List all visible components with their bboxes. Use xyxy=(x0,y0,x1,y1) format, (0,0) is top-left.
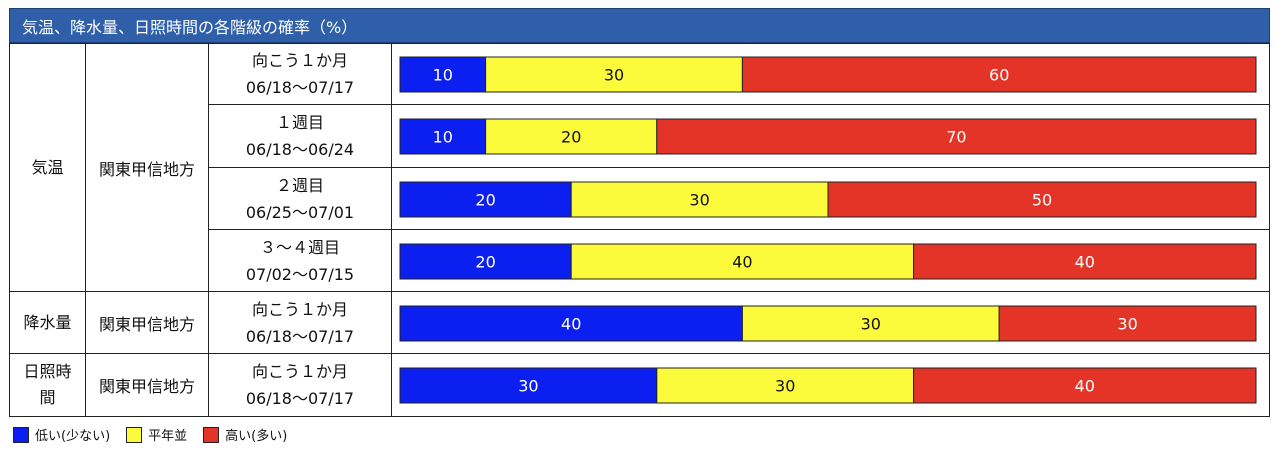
bar-label-normal: 30 xyxy=(861,314,881,333)
bar-segment-high xyxy=(913,367,1257,403)
bar-label-low: 40 xyxy=(561,314,581,333)
panel-title: 気温、降水量、日照時間の各階級の確率（%） xyxy=(9,8,1270,43)
table-row: １週目 06/18〜06/24 10 20 70 xyxy=(10,104,1270,168)
stacked-bar: 20 30 50 xyxy=(399,181,1257,217)
bar-segment-normal xyxy=(656,367,915,403)
bar-segment-high xyxy=(998,305,1257,341)
bar-segment-normal xyxy=(570,243,915,279)
period-label: ２週目 xyxy=(275,175,324,195)
bar-segment-low xyxy=(399,181,572,217)
bar-label-high: 50 xyxy=(1032,190,1052,209)
period-label: 向こう１か月 xyxy=(251,362,348,381)
bar-segment-low xyxy=(399,56,487,92)
period-dates: 06/25〜07/01 xyxy=(245,202,355,222)
element-label: 日照時 間 xyxy=(23,362,72,407)
region-cell: 関東甲信地方 xyxy=(85,291,209,354)
legend-swatch-low xyxy=(13,426,29,443)
bar-label-low: 10 xyxy=(433,127,453,146)
bar-segment-high xyxy=(741,56,1257,92)
bar-cell: 30 30 40 xyxy=(391,353,1270,417)
bar-segment-low xyxy=(399,305,743,341)
bar-cell: 10 30 60 xyxy=(391,43,1270,105)
period-label: １週目 xyxy=(275,113,324,132)
period-dates: 07/02〜07/15 xyxy=(245,264,355,284)
period-dates: 06/18〜06/24 xyxy=(245,140,355,159)
element-cell: 気温 xyxy=(9,43,86,292)
stacked-bar: 10 30 60 xyxy=(399,56,1257,92)
stacked-bar: 40 30 30 xyxy=(399,305,1257,341)
bar-cell: 10 20 70 xyxy=(391,104,1270,168)
element-label: 降水量 xyxy=(23,312,72,332)
bar-label-high: 70 xyxy=(946,127,966,146)
bar-cell: 20 30 50 xyxy=(391,167,1270,230)
legend-label-high: 高い(多い) xyxy=(225,429,288,444)
table-row: 降水量 関東甲信地方 向こう１か月 06/18〜07/17 40 30 30 xyxy=(9,291,1270,354)
bar-label-low: 20 xyxy=(475,252,495,271)
period-cell: １週目 06/18〜06/24 xyxy=(208,104,392,168)
table-row: ３〜４週目 07/02〜07/15 20 40 40 xyxy=(10,229,1270,292)
period-cell: 向こう１か月 06/18〜07/17 xyxy=(208,353,392,417)
table-row: ２週目 06/25〜07/01 20 30 50 xyxy=(10,167,1270,230)
legend-item-high: 高い(多い) xyxy=(203,425,287,444)
legend-swatch-high xyxy=(203,426,220,443)
region-label: 関東甲信地方 xyxy=(98,314,195,334)
period-label: ３〜４週目 xyxy=(259,237,340,257)
bar-label-normal: 40 xyxy=(732,252,752,271)
bar-label-normal: 30 xyxy=(775,376,795,395)
period-label: 向こう１か月 xyxy=(251,299,348,319)
stacked-bar: 10 20 70 xyxy=(399,118,1257,154)
bar-label-high: 60 xyxy=(989,65,1009,84)
element-cell: 日照時 間 xyxy=(9,353,86,417)
legend-label-normal: 平年並 xyxy=(148,429,188,444)
period-dates: 06/18〜07/17 xyxy=(245,78,355,97)
bar-segment-high xyxy=(913,243,1257,279)
bar-segment-low xyxy=(399,118,487,154)
region-label: 関東甲信地方 xyxy=(98,159,195,179)
period-cell: ３〜４週目 07/02〜07/15 xyxy=(208,229,392,292)
bar-segment-high xyxy=(827,181,1257,217)
bar-label-high: 40 xyxy=(1075,252,1095,271)
legend-swatch-normal xyxy=(126,426,143,443)
element-label: 気温 xyxy=(31,157,64,177)
bar-label-low: 20 xyxy=(475,190,495,209)
bar-segment-normal xyxy=(485,56,743,92)
forecast-panel: 気温、降水量、日照時間の各階級の確率（%） 気温 関東甲信地方 向こう１か月 06/1… xyxy=(9,8,1270,417)
region-label: 関東甲信地方 xyxy=(98,377,195,396)
period-dates: 06/18〜07/17 xyxy=(245,326,355,346)
stacked-bar: 30 30 40 xyxy=(399,367,1257,403)
bar-label-normal: 30 xyxy=(689,190,709,209)
period-label: 向こう１か月 xyxy=(251,51,348,70)
legend-item-low: 低い(少ない) xyxy=(13,425,110,444)
period-cell: 向こう１か月 06/18〜07/17 xyxy=(208,43,392,105)
bar-segment-normal xyxy=(570,181,829,217)
table-row: 日照時 間 関東甲信地方 向こう１か月 06/18〜07/17 30 30 40 xyxy=(9,353,1270,417)
probability-table: 気温 関東甲信地方 向こう１か月 06/18〜07/17 10 30 60 １週目 06/18〜… xyxy=(9,43,1270,417)
stacked-bar: 20 40 40 xyxy=(399,243,1257,279)
period-dates: 06/18〜07/17 xyxy=(245,389,355,408)
region-cell: 関東甲信地方 xyxy=(85,43,209,292)
legend-item-normal: 平年並 xyxy=(126,425,187,444)
element-cell: 降水量 xyxy=(9,291,86,354)
period-cell: ２週目 06/25〜07/01 xyxy=(208,167,392,230)
bar-label-high: 40 xyxy=(1075,376,1095,395)
period-cell: 向こう１か月 06/18〜07/17 xyxy=(208,291,392,354)
bar-label-normal: 30 xyxy=(604,65,624,84)
legend-label-low: 低い(少ない) xyxy=(35,429,111,444)
bar-cell: 20 40 40 xyxy=(391,229,1270,292)
bar-label-high: 30 xyxy=(1117,314,1137,333)
table-row: 気温 関東甲信地方 向こう１か月 06/18〜07/17 10 30 60 xyxy=(9,43,1270,292)
bar-label-low: 10 xyxy=(433,65,453,84)
bar-label-low: 30 xyxy=(518,376,538,395)
bar-label-normal: 20 xyxy=(561,127,581,146)
bar-segment-normal xyxy=(485,118,658,154)
bar-segment-low xyxy=(399,243,572,279)
bar-segment-high xyxy=(656,118,1257,154)
legend: 低い(少ない) 平年並 高い(多い) xyxy=(13,425,303,444)
bar-cell: 40 30 30 xyxy=(391,291,1270,354)
region-cell: 関東甲信地方 xyxy=(85,353,209,417)
